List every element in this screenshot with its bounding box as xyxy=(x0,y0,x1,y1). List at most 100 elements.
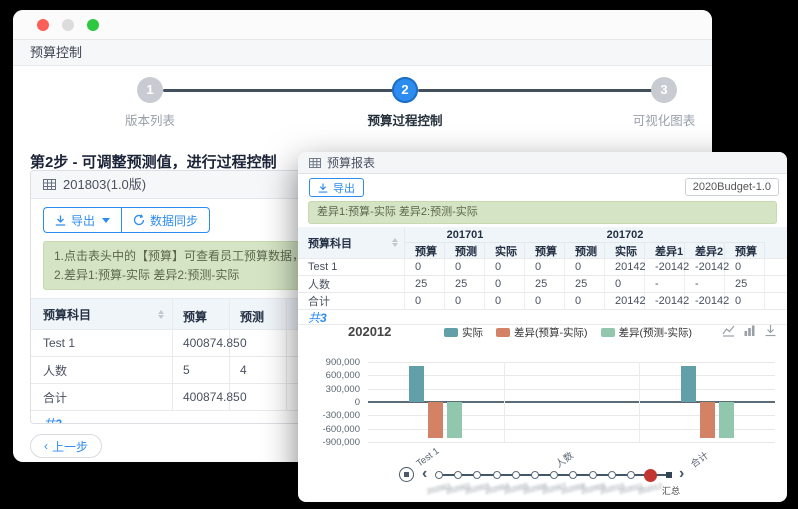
bar-chart: 900,000 600,000 300,000 0 -300,000 -600,000 -9… xyxy=(298,356,787,470)
group-header: 201701 xyxy=(405,227,525,244)
row-value: -20142 xyxy=(645,259,689,276)
column-header[interactable]: 预测 xyxy=(230,299,287,330)
data-sync-button[interactable]: 数据同步 xyxy=(121,207,211,233)
y-axis-label: 900,000 xyxy=(325,357,360,368)
legend-swatch xyxy=(444,328,458,337)
bar[interactable] xyxy=(699,402,715,438)
timeline-point[interactable] xyxy=(511,471,520,479)
report-toolbar: 导出 2020Budget-1.0 xyxy=(298,174,787,200)
row-subject: 人数 xyxy=(31,357,173,384)
bar[interactable] xyxy=(680,366,696,402)
row-value: 0 xyxy=(725,259,765,276)
grid-line xyxy=(368,375,775,377)
y-axis-label: -600,000 xyxy=(322,423,360,435)
table-row: 人数 25 25 0 25 25 0- -25 xyxy=(298,275,787,293)
prev-step-button[interactable]: ‹ 上一步 xyxy=(30,434,103,458)
column-header[interactable]: 预测 xyxy=(445,243,485,259)
timeline-point[interactable] xyxy=(607,471,616,479)
grid-line xyxy=(368,362,775,363)
chevron-left-icon: ‹ xyxy=(44,439,48,453)
timeline-point[interactable] xyxy=(531,471,539,479)
column-header[interactable]: 差异1 xyxy=(645,243,685,259)
line-chart-icon[interactable] xyxy=(722,324,735,337)
row-value: 20142 xyxy=(605,259,646,276)
column-header[interactable]: 预测 xyxy=(565,243,605,259)
bar-chart-icon[interactable] xyxy=(743,324,756,337)
grid-line xyxy=(368,401,775,403)
bar[interactable] xyxy=(409,366,425,402)
timeline-next-arrow[interactable]: › xyxy=(679,465,685,482)
chart-header: 202012 实际 差异(预算-实际) 差异(预测-实际) xyxy=(298,324,787,342)
legend-item[interactable]: 差异(预算-实际) xyxy=(496,325,588,340)
budget-report-window: 预算报表 导出 2020Budget-1.0 差异1:预算-实际 差异2:预测-… xyxy=(298,152,787,502)
timeline-current-point[interactable] xyxy=(643,468,657,482)
chart-legend: 实际 差异(预算-实际) 差异(预测-实际) xyxy=(418,325,718,340)
step-1-circle[interactable]: 1 xyxy=(137,77,163,103)
sort-icon[interactable] xyxy=(158,309,164,319)
save-image-icon[interactable] xyxy=(764,324,777,337)
timeline-point[interactable] xyxy=(435,471,443,479)
row-subject: Test 1 xyxy=(298,259,405,276)
legend-item[interactable]: 差异(预测-实际) xyxy=(600,325,692,340)
close-window-button[interactable] xyxy=(37,18,49,31)
row-value: 0 xyxy=(445,259,485,276)
table-row: Test 1 0 0 0 0 0 20142 -20142 -20142 0 xyxy=(298,258,787,276)
column-header[interactable]: 预算 xyxy=(173,299,230,330)
timeline-point[interactable] xyxy=(454,471,463,479)
timeline-point[interactable] xyxy=(569,471,578,479)
column-header[interactable]: 预算 xyxy=(525,243,565,259)
step-2-circle[interactable]: 2 xyxy=(392,77,418,103)
timeline-prev-arrow[interactable]: ‹ xyxy=(422,465,428,482)
chart-title: 202012 xyxy=(348,324,392,339)
step-connector xyxy=(163,89,405,92)
panel-toolbar: 导出 数据同步 xyxy=(31,199,694,239)
step-3-circle[interactable]: 3 xyxy=(651,77,677,103)
timeline-point[interactable] xyxy=(473,471,482,479)
export-button[interactable]: 导出 xyxy=(309,178,364,197)
chevron-down-icon xyxy=(102,217,111,223)
grid-line xyxy=(639,362,641,442)
minimize-window-button[interactable] xyxy=(62,18,74,31)
subject-column-header: 预算科目 xyxy=(308,237,352,250)
column-header[interactable]: 预算 xyxy=(405,243,445,259)
step-1-label: 版本列表 xyxy=(124,114,176,128)
grid-line xyxy=(368,388,775,390)
row-value: 0 xyxy=(405,259,445,276)
column-header[interactable]: 实际 xyxy=(605,243,645,259)
row-subject: Test 1 xyxy=(31,330,173,357)
bar[interactable] xyxy=(447,402,463,438)
version-panel-title: 201803(1.0版) xyxy=(63,177,147,192)
refresh-icon xyxy=(133,214,145,226)
grid-line xyxy=(368,415,775,417)
legend-item[interactable]: 实际 xyxy=(444,325,483,340)
column-header[interactable]: 差异2 xyxy=(685,243,725,259)
column-header[interactable]: 实际 xyxy=(485,243,525,259)
legend-swatch xyxy=(600,328,615,337)
report-table-header: 预算科目 201701 201702 预算 预测 实际 预算 预测 实际 差异1 差异2 预算 xyxy=(298,227,787,259)
alert-line-2: 2.差异1:预算-实际 差异2:预测-实际 xyxy=(54,267,240,282)
row-subject: 合计 xyxy=(31,384,173,411)
timeline-play-button[interactable] xyxy=(399,467,414,482)
bar[interactable] xyxy=(718,402,734,438)
row-subject: 合计 xyxy=(298,293,405,310)
timeline-end-square[interactable] xyxy=(666,472,672,478)
subject-column-header: 预算科目 xyxy=(43,307,92,322)
row-value: 20142 xyxy=(605,293,646,310)
maximize-window-button[interactable] xyxy=(87,18,99,31)
table-footer: 共3 xyxy=(298,309,787,326)
row-value: -20142 xyxy=(685,293,729,310)
version-select[interactable]: 2020Budget-1.0 xyxy=(684,178,779,196)
row-subject: 人数 xyxy=(298,276,405,293)
timeline-point[interactable] xyxy=(588,471,597,479)
bar[interactable] xyxy=(428,402,444,438)
row-value: 25 xyxy=(405,276,445,293)
timeline-point[interactable] xyxy=(550,471,559,479)
timeline-point[interactable] xyxy=(492,471,501,479)
sort-icon[interactable] xyxy=(392,238,398,248)
report-table: 预算科目 201701 201702 预算 预测 实际 预算 预测 实际 差异1 差异2 预算 T… xyxy=(298,227,787,326)
timeline-point[interactable] xyxy=(627,471,635,479)
export-button[interactable]: 导出 xyxy=(43,207,122,233)
row-value: 0 xyxy=(445,293,485,310)
column-header[interactable]: 预算 xyxy=(725,243,765,259)
step-connector xyxy=(418,89,664,92)
